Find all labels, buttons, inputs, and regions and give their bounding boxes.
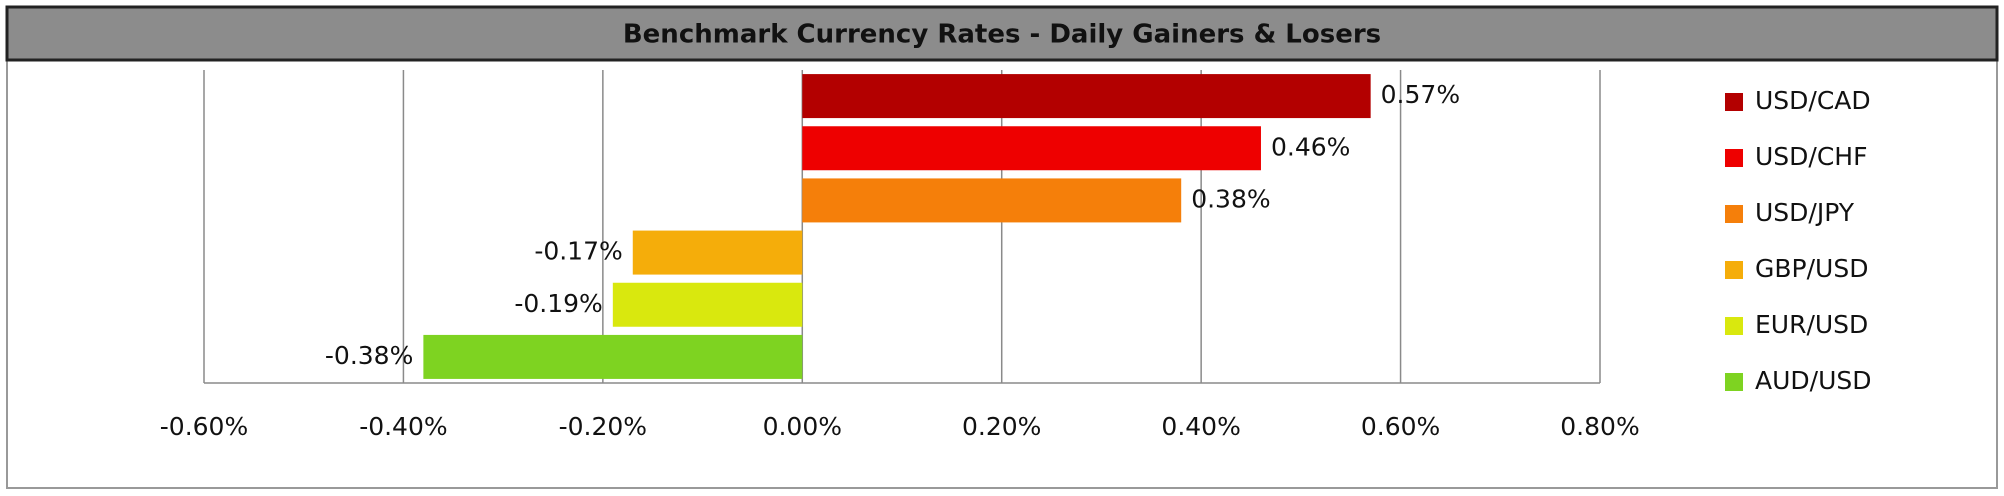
legend-label: AUD/USD — [1755, 366, 1872, 395]
value-label: -0.17% — [534, 237, 622, 266]
x-tick-label: -0.20% — [559, 412, 647, 441]
bar — [423, 334, 803, 379]
x-tick-label: 0.20% — [962, 412, 1041, 441]
value-label: 0.57% — [1381, 80, 1460, 109]
legend-label: USD/CHF — [1755, 142, 1867, 171]
value-label: 0.46% — [1271, 132, 1350, 161]
legend-label: EUR/USD — [1755, 310, 1868, 339]
value-label: 0.38% — [1191, 184, 1270, 213]
legend-label: USD/CAD — [1755, 86, 1871, 115]
value-label: -0.38% — [325, 341, 413, 370]
bar — [802, 74, 1371, 119]
bar — [802, 178, 1182, 223]
legend-label: USD/JPY — [1755, 198, 1855, 227]
x-tick-label: 0.80% — [1560, 412, 1639, 441]
x-tick-label: 0.00% — [763, 412, 842, 441]
legend-swatch — [1725, 149, 1743, 167]
value-label: -0.19% — [514, 289, 602, 318]
x-tick-label: -0.40% — [359, 412, 447, 441]
legend-swatch — [1725, 261, 1743, 279]
chart-title: Benchmark Currency Rates - Daily Gainers… — [623, 20, 1381, 50]
x-tick-label: 0.40% — [1161, 412, 1240, 441]
title-bar — [5, 5, 1999, 62]
bar — [612, 282, 803, 327]
bar — [632, 230, 803, 275]
x-tick-label: -0.60% — [160, 412, 248, 441]
legend-swatch — [1725, 93, 1743, 111]
legend-swatch — [1725, 373, 1743, 391]
legend-swatch — [1725, 205, 1743, 223]
x-tick-label: 0.60% — [1361, 412, 1440, 441]
legend-swatch — [1725, 317, 1743, 335]
legend-label: GBP/USD — [1755, 254, 1868, 283]
bar — [802, 126, 1261, 171]
